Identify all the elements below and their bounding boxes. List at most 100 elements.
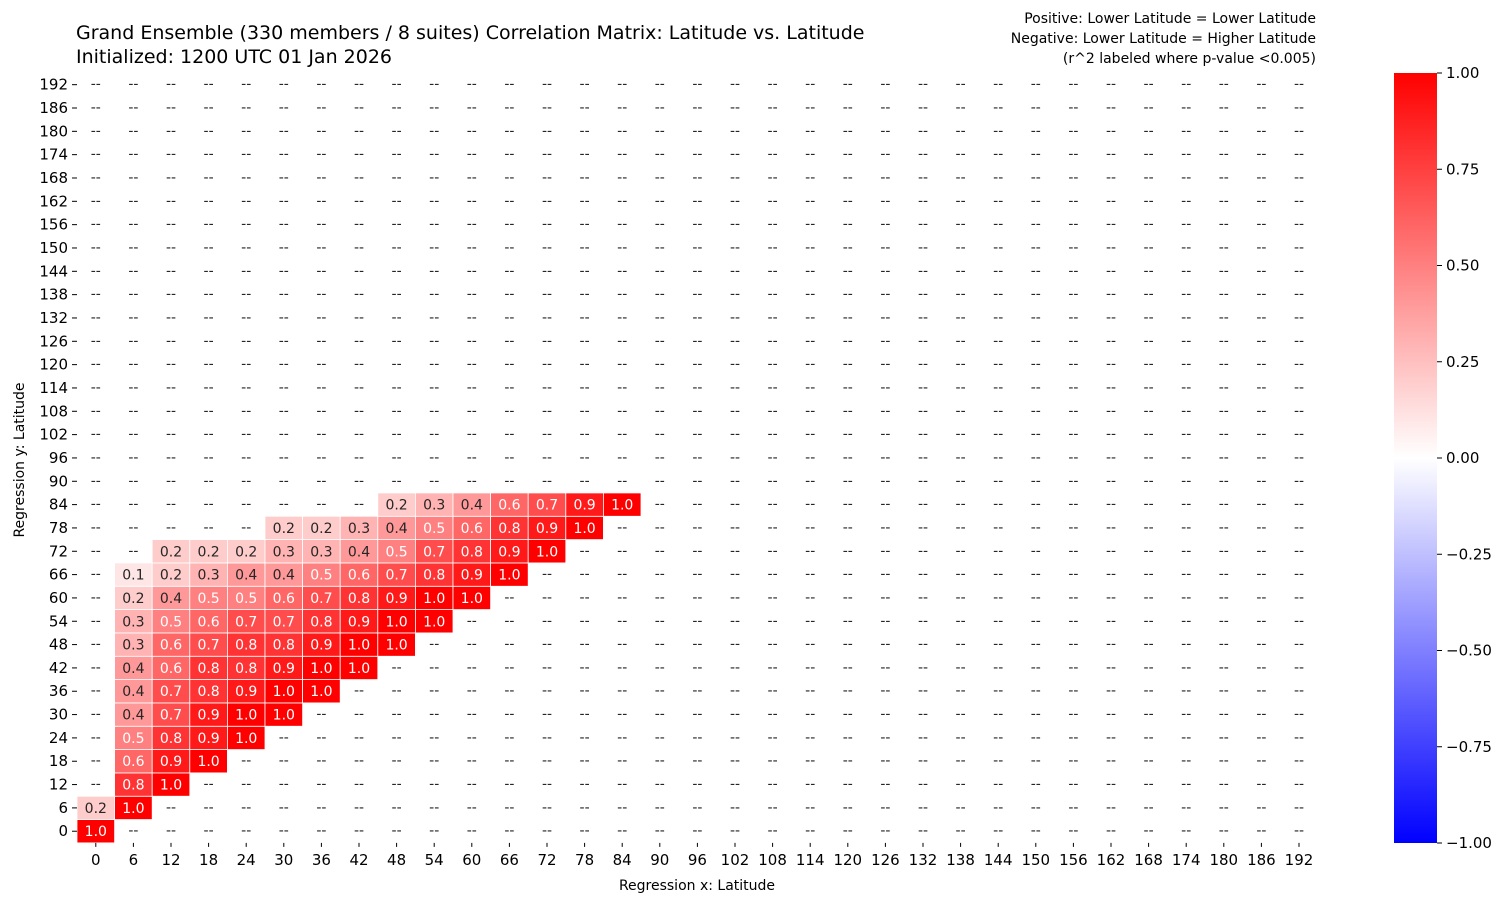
cell-missing-label: -- (1256, 590, 1266, 606)
cell-missing-label: -- (429, 310, 439, 326)
cell-missing-label: -- (542, 263, 552, 279)
x-tick-label: 132 (909, 851, 938, 869)
cell-missing-label: -- (880, 800, 890, 816)
cell-value-label: 0.8 (423, 568, 445, 584)
cell-missing-label: -- (467, 193, 477, 209)
cell-missing-label: -- (617, 170, 627, 186)
cell-missing-label: -- (467, 730, 477, 746)
cell-missing-label: -- (166, 147, 176, 163)
cell-missing-label: -- (580, 123, 590, 139)
cell-missing-label: -- (1144, 403, 1154, 419)
cell-missing-label: -- (1144, 543, 1154, 559)
colorbar (1394, 73, 1437, 843)
cell-missing-label: -- (655, 823, 665, 839)
cell-missing-label: -- (843, 77, 853, 93)
cell-missing-label: -- (805, 403, 815, 419)
cell-missing-label: -- (617, 637, 627, 653)
cell-missing-label: -- (1256, 287, 1266, 303)
cell-missing-label: -- (1294, 707, 1304, 723)
cell-missing-label: -- (1294, 193, 1304, 209)
cell-missing-label: -- (91, 590, 101, 606)
cell-missing-label: -- (993, 777, 1003, 793)
cell-missing-label: -- (429, 217, 439, 233)
cell-missing-label: -- (730, 707, 740, 723)
cell-missing-label: -- (1031, 473, 1041, 489)
cell-value-label: 1.0 (423, 591, 445, 607)
cell-missing-label: -- (918, 800, 928, 816)
cell-missing-label: -- (392, 380, 402, 396)
cell-missing-label: -- (843, 193, 853, 209)
cell-missing-label: -- (166, 497, 176, 513)
y-tick-label: 162 (39, 192, 68, 210)
cell-missing-label: -- (241, 497, 251, 513)
cell-missing-label: -- (1068, 683, 1078, 699)
cell-missing-label: -- (1181, 707, 1191, 723)
cell-missing-label: -- (542, 100, 552, 116)
cell-missing-label: -- (880, 753, 890, 769)
cell-missing-label: -- (843, 707, 853, 723)
cell-missing-label: -- (1068, 217, 1078, 233)
cell-missing-label: -- (1256, 823, 1266, 839)
cell-missing-label: -- (1219, 520, 1229, 536)
cell-missing-label: -- (692, 427, 702, 443)
cell-missing-label: -- (655, 590, 665, 606)
cell-missing-label: -- (1294, 123, 1304, 139)
y-tick-label: 150 (39, 239, 68, 257)
cell-missing-label: -- (956, 380, 966, 396)
cell-missing-label: -- (692, 823, 702, 839)
cell-missing-label: -- (279, 473, 289, 489)
cell-missing-label: -- (655, 100, 665, 116)
cell-missing-label: -- (805, 753, 815, 769)
cell-missing-label: -- (655, 450, 665, 466)
cell-missing-label: -- (692, 637, 702, 653)
cell-missing-label: -- (655, 613, 665, 629)
cell-missing-label: -- (1219, 450, 1229, 466)
cell-missing-label: -- (993, 147, 1003, 163)
cell-missing-label: -- (580, 100, 590, 116)
cell-missing-label: -- (956, 707, 966, 723)
cell-missing-label: -- (467, 77, 477, 93)
cell-missing-label: -- (617, 707, 627, 723)
cell-missing-label: -- (768, 753, 778, 769)
cell-missing-label: -- (617, 240, 627, 256)
cell-missing-label: -- (918, 263, 928, 279)
cell-missing-label: -- (354, 100, 364, 116)
cell-value-label: 0.8 (197, 661, 219, 677)
cell-missing-label: -- (768, 823, 778, 839)
cell-missing-label: -- (956, 777, 966, 793)
cell-missing-label: -- (241, 753, 251, 769)
cell-value-label: 0.9 (197, 731, 219, 747)
cell-missing-label: -- (429, 333, 439, 349)
cell-missing-label: -- (467, 147, 477, 163)
cell-missing-label: -- (956, 217, 966, 233)
cell-missing-label: -- (354, 380, 364, 396)
cell-missing-label: -- (1031, 450, 1041, 466)
cell-missing-label: -- (956, 123, 966, 139)
cell-missing-label: -- (993, 450, 1003, 466)
cell-missing-label: -- (392, 123, 402, 139)
cell-missing-label: -- (429, 123, 439, 139)
cell-missing-label: -- (1068, 427, 1078, 443)
cell-missing-label: -- (918, 333, 928, 349)
cell-missing-label: -- (504, 193, 514, 209)
cell-missing-label: -- (918, 683, 928, 699)
cell-missing-label: -- (241, 123, 251, 139)
cell-missing-label: -- (880, 473, 890, 489)
cell-value-label: 0.4 (235, 568, 257, 584)
cell-missing-label: -- (1256, 147, 1266, 163)
cell-missing-label: -- (1294, 497, 1304, 513)
cell-missing-label: -- (1068, 497, 1078, 513)
cell-missing-label: -- (1219, 287, 1229, 303)
cell-missing-label: -- (956, 357, 966, 373)
cell-missing-label: -- (504, 450, 514, 466)
cell-missing-label: -- (166, 310, 176, 326)
cell-missing-label: -- (504, 147, 514, 163)
cell-missing-label: -- (1256, 403, 1266, 419)
cell-missing-label: -- (580, 707, 590, 723)
cell-missing-label: -- (467, 170, 477, 186)
cell-missing-label: -- (1181, 240, 1191, 256)
cell-missing-label: -- (993, 77, 1003, 93)
cell-value-label: 0.7 (536, 498, 558, 514)
cell-missing-label: -- (843, 427, 853, 443)
cell-missing-label: -- (128, 543, 138, 559)
